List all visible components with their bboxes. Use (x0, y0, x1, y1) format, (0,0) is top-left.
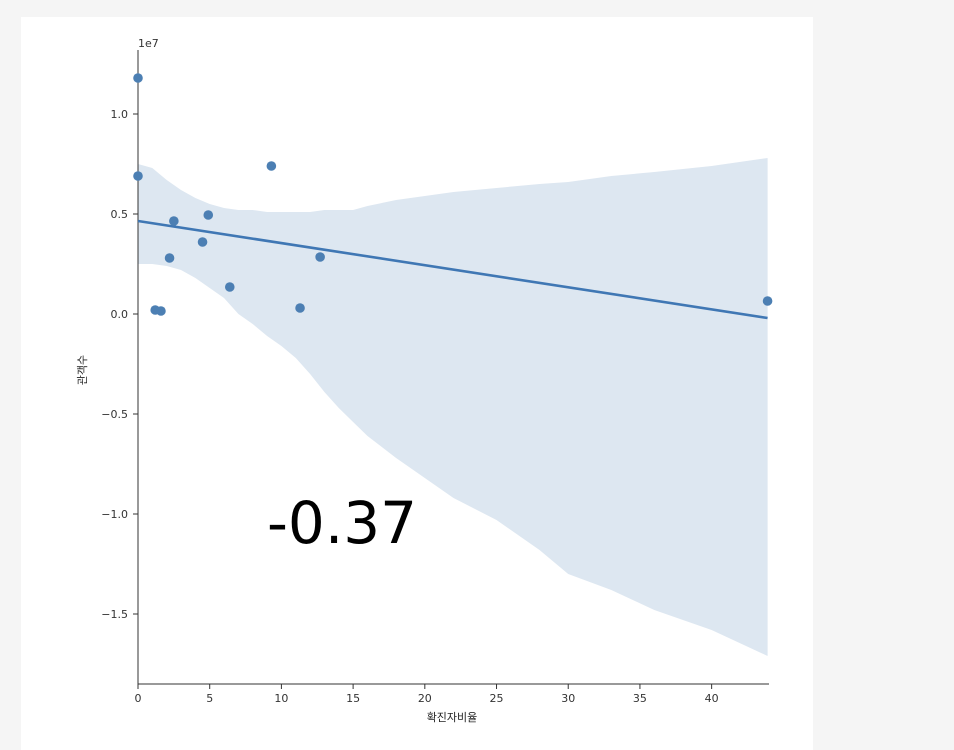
x-tick-label: 5 (206, 692, 213, 705)
points-layer (133, 73, 773, 316)
x-tick-label: 25 (490, 692, 504, 705)
data-point (133, 73, 143, 83)
regression-plot: 0 5 10 15 20 25 30 35 40 −1.5 −1.0 −0.5 0.0 0.5 1.0 1e… (76, 37, 773, 724)
data-point (164, 253, 175, 263)
data-point (315, 252, 325, 262)
data-point (169, 216, 179, 226)
data-point (133, 171, 143, 181)
y-tick-label: 0.0 (111, 308, 129, 321)
y-tick-label: −0.5 (101, 408, 128, 421)
regression-line-layer (137, 219, 768, 320)
x-tick-label: 15 (346, 692, 360, 705)
y-offset-text: 1e7 (138, 37, 159, 50)
confidence-band-layer (138, 158, 768, 656)
data-point (295, 303, 305, 313)
x-tick-label: 0 (135, 692, 142, 705)
y-axis-title: 관객수 (76, 355, 89, 385)
x-axis-title: 확진자비율 (427, 711, 478, 724)
data-point (266, 161, 277, 171)
data-point (156, 306, 166, 316)
y-tick-label: 0.5 (111, 208, 129, 221)
x-tick-label: 20 (418, 692, 432, 705)
figure-panel: 0 5 10 15 20 25 30 35 40 −1.5 −1.0 −0.5 0.0 0.5 1.0 1e… (21, 17, 813, 750)
data-point (197, 237, 208, 247)
y-tick-label: −1.5 (101, 608, 128, 621)
regression-line (137, 219, 768, 320)
confidence-band (138, 158, 768, 656)
data-point (224, 282, 235, 292)
data-point (203, 210, 214, 220)
x-tick-label: 10 (274, 692, 288, 705)
data-point (762, 296, 773, 306)
x-tick-label: 35 (633, 692, 647, 705)
correlation-annotation: -0.37 (267, 489, 417, 557)
x-tick-label: 30 (561, 692, 575, 705)
y-tick-label: 1.0 (111, 108, 129, 121)
x-tick-label: 40 (705, 692, 719, 705)
axes-layer: 0 5 10 15 20 25 30 35 40 −1.5 −1.0 −0.5 0.0 0.5 1.0 (101, 50, 769, 705)
y-tick-label: −1.0 (101, 508, 128, 521)
